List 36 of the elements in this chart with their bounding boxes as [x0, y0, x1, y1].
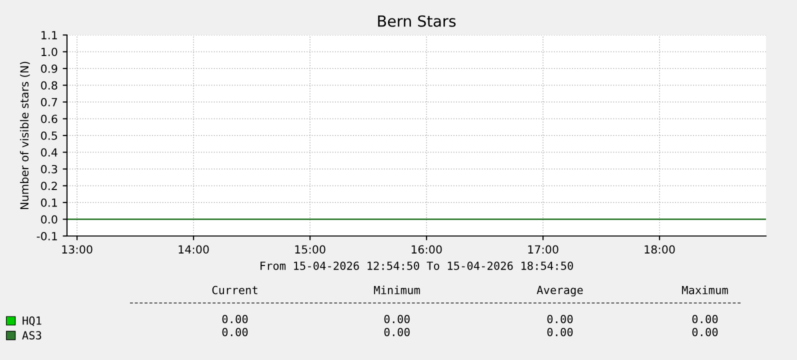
text: 0.00	[547, 314, 573, 324]
y-tick-label: 0.3	[41, 164, 58, 174]
text: 0.00	[547, 328, 573, 336]
text: 0.00	[692, 314, 718, 324]
legend-label: AS3	[22, 331, 42, 340]
y-tick-label: 0.6	[41, 114, 58, 124]
y-tick-label: 0.8	[41, 81, 58, 90]
x-tick-label: 13:00	[62, 245, 92, 254]
y-tick-label: 1.0	[42, 48, 58, 56]
y-tick-label: 0.9	[41, 64, 58, 73]
text: Current	[212, 286, 258, 294]
text: 0.00	[384, 328, 410, 336]
x-tick-label: 15:00	[295, 245, 326, 254]
text: 0.00	[222, 314, 248, 324]
text: Maximum	[682, 286, 728, 294]
text: 0.00	[384, 314, 410, 324]
legend-label: HQ1	[22, 316, 42, 326]
text: Minimum	[374, 286, 420, 294]
y-tick-label: -0.1	[36, 232, 57, 240]
y-axis-title: Number of visible stars (N)	[20, 62, 30, 210]
y-tick-label: 0.5	[41, 131, 57, 140]
text: Average	[536, 286, 583, 296]
y-tick-label: 0.7	[41, 98, 58, 106]
y-tick-label: 0.1	[41, 198, 57, 207]
x-tick-label: 14:00	[178, 245, 209, 254]
x-tick-label: 17:00	[528, 245, 558, 254]
text: 0.00	[692, 328, 718, 336]
y-tick-label: 1.1	[42, 31, 57, 40]
y-tick-label: 0.4	[41, 148, 58, 157]
x-tick-label: 16:00	[412, 245, 442, 254]
x-tick-label: 18:00	[644, 245, 675, 254]
x-axis-title: From 15-04-2026 12:54:50 To 15-04-2026 18:54:50	[260, 262, 573, 270]
chart-title: Bern Stars	[378, 15, 456, 27]
y-tick-label: 0.0	[41, 215, 58, 224]
y-tick-label: 0.2	[41, 182, 57, 190]
text: 0.00	[222, 328, 248, 336]
